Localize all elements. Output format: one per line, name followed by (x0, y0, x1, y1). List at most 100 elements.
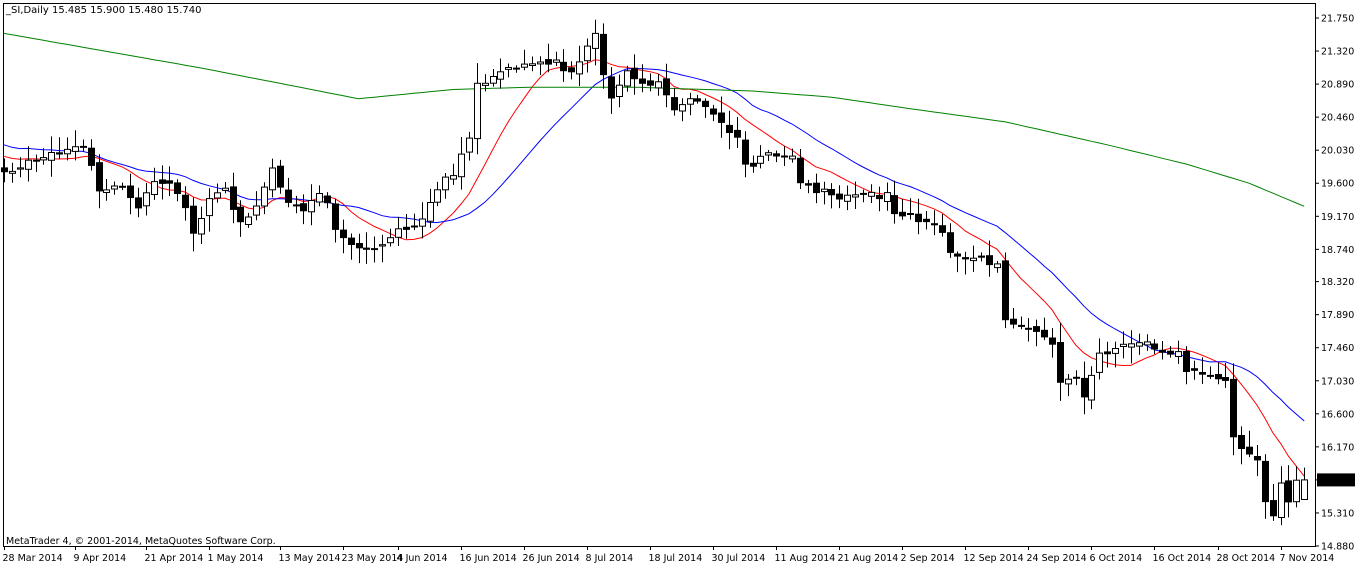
bear-candle-body (1002, 260, 1009, 321)
candle (1073, 370, 1080, 386)
y-tick-label: 18.740 (1321, 245, 1354, 256)
candle (1191, 360, 1198, 380)
bull-candle-body (537, 61, 544, 65)
bull-candle-body (17, 167, 24, 170)
bear-candle-body (80, 145, 87, 148)
candle (245, 212, 252, 228)
x-tick-label: 11 Aug 2014 (775, 553, 836, 564)
bear-candle-body (600, 33, 607, 76)
candle (687, 92, 694, 116)
bear-candle-body (182, 194, 189, 209)
candle (103, 179, 110, 201)
bear-candle-body (33, 159, 40, 162)
candle (726, 110, 733, 150)
candle (884, 182, 891, 211)
candle (285, 177, 292, 208)
y-tick-label: 21.320 (1321, 47, 1354, 58)
candle (293, 195, 300, 214)
bull-candle-body (434, 189, 441, 203)
bear-candle-body (1215, 374, 1222, 380)
candle (182, 186, 189, 221)
bull-candle-body (474, 82, 481, 140)
candle (797, 149, 804, 189)
bull-candle-body (687, 98, 694, 105)
candle (639, 64, 646, 93)
bull-candle-body (1073, 376, 1080, 379)
bear-candle-body (348, 237, 355, 246)
bear-candle-body (513, 67, 520, 70)
candle (466, 131, 473, 161)
candle (40, 148, 47, 165)
x-tick-label: 6 Oct 2014 (1090, 553, 1143, 564)
candle (560, 49, 567, 82)
candle (1065, 374, 1072, 397)
bull-candle-body (1112, 348, 1119, 354)
candlestick-layer (1, 19, 1308, 526)
x-tick-label: 4 Jun 2014 (397, 553, 448, 564)
bear-candle-body (836, 193, 843, 200)
bear-candle-body (742, 139, 749, 165)
candle (899, 199, 906, 220)
candle (1088, 366, 1095, 410)
bull-candle-body (576, 61, 583, 75)
candle (1120, 331, 1127, 359)
bull-candle-body (9, 170, 16, 174)
candle (631, 54, 638, 95)
bull-candle-body (655, 81, 662, 89)
candle (1246, 430, 1253, 458)
y-tick-label: 17.030 (1321, 376, 1354, 387)
x-tick-label: 21 Aug 2014 (838, 553, 899, 564)
candle (80, 139, 87, 152)
candle (72, 130, 79, 161)
bull-candle-body (490, 76, 497, 84)
copyright-text: MetaTrader 4, © 2001-2014, MetaQuotes So… (6, 536, 276, 547)
x-tick-label: 28 Mar 2014 (3, 553, 63, 564)
x-tick-label: 16 Oct 2014 (1153, 553, 1212, 564)
bear-candle-body (1057, 342, 1064, 383)
bull-candle-body (253, 205, 260, 216)
candle (214, 183, 221, 203)
x-tick-label: 26 Jun 2014 (523, 553, 580, 564)
current-price-label: 15.740 (1321, 475, 1354, 486)
bull-candle-body (1301, 479, 1308, 500)
price-axis: 21.750 21.320 20.890 20.460 20.030 19.600 19.1… (1315, 14, 1354, 553)
bull-candle-body (72, 146, 79, 152)
bull-candle-body (151, 181, 158, 196)
candle (860, 189, 867, 203)
bull-candle-body (765, 152, 772, 156)
bull-candle-body (884, 192, 891, 203)
y-tick-label: 19.600 (1321, 179, 1354, 190)
bear-candle-body (403, 226, 410, 230)
bear-candle-body (694, 98, 701, 102)
candle (395, 216, 402, 246)
bull-candle-body (505, 67, 512, 70)
bull-candle-body (1207, 374, 1214, 377)
candle (1144, 334, 1151, 351)
candle (9, 162, 16, 183)
candle (222, 182, 229, 194)
candle (450, 163, 457, 185)
candle (1285, 465, 1292, 518)
bear-candle-body (1, 167, 8, 173)
candle (1025, 318, 1032, 342)
bear-candle-body (734, 129, 741, 138)
bull-candle-body (1096, 352, 1103, 373)
candle (427, 188, 434, 228)
bear-candle-body (1033, 326, 1040, 332)
bear-candle-body (647, 80, 654, 86)
bear-candle-body (1191, 368, 1198, 371)
y-tick-label: 17.890 (1321, 310, 1354, 321)
candle (986, 240, 993, 277)
bear-candle-body (1254, 456, 1261, 461)
bear-candle-body (639, 78, 646, 84)
bear-candle-body (56, 152, 63, 155)
bear-candle-body (1238, 435, 1245, 449)
candle (513, 65, 520, 73)
bull-candle-body (222, 187, 229, 191)
candle (592, 19, 599, 66)
bear-candle-body (608, 76, 615, 99)
candle (324, 192, 331, 209)
current-price-marker: 15.740 (1317, 473, 1355, 487)
bull-candle-body (261, 186, 268, 207)
